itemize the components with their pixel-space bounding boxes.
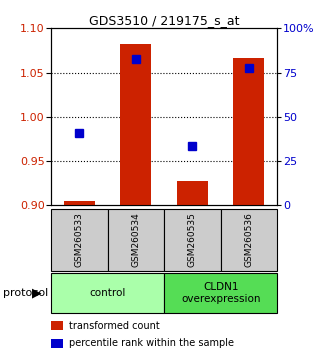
Text: GSM260535: GSM260535 [188, 212, 197, 267]
Text: protocol: protocol [3, 288, 49, 298]
Text: GSM260534: GSM260534 [131, 212, 141, 267]
Text: ▶: ▶ [31, 286, 41, 299]
Text: GSM260533: GSM260533 [75, 212, 84, 267]
Bar [120, 44, 151, 205]
Text: control: control [89, 288, 126, 298]
Bar [64, 201, 95, 205]
Bar [177, 181, 208, 205]
Bar [233, 58, 264, 205]
Title: GDS3510 / 219175_s_at: GDS3510 / 219175_s_at [89, 14, 240, 27]
Text: GSM260536: GSM260536 [245, 212, 253, 267]
Text: percentile rank within the sample: percentile rank within the sample [69, 338, 234, 348]
Text: transformed count: transformed count [69, 321, 160, 331]
Text: CLDN1
overexpression: CLDN1 overexpression [181, 282, 260, 304]
